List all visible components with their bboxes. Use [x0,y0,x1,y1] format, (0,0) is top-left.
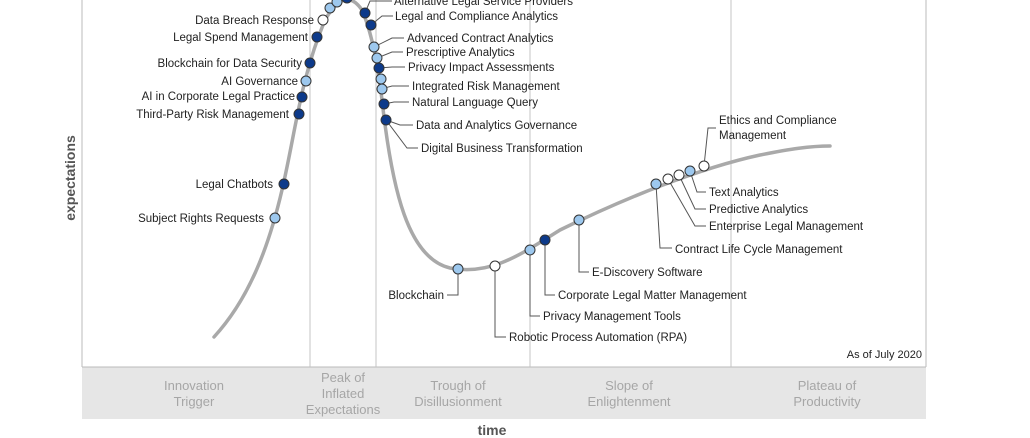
marker-enterprise-legal-management[interactable] [662,173,674,185]
leader-line [385,119,418,149]
marker-privacy-impact-assessments[interactable] [373,62,385,74]
phase-peak-line3: Expectations [306,402,381,417]
label-natural-language-query: Natural Language Query [412,97,538,109]
label-ai-governance: AI Governance [221,76,298,88]
marker-data-breach-response[interactable] [317,14,329,26]
marker-text-analytics[interactable] [684,165,696,177]
label-digital-business-transformation: Digital Business Transformation [421,143,583,155]
leader-line [689,170,706,193]
phase-band [82,367,926,419]
hype-curve [212,0,832,339]
leader-line [667,178,706,227]
label-privacy-impact-assessments: Privacy Impact Assessments [408,62,555,74]
leader-line [544,240,555,296]
label-ai-in-corporate-legal-practice: AI in Corporate Legal Practice [142,91,295,103]
label-e-discovery-software: E-Discovery Software [592,267,703,279]
leader-line [529,250,540,317]
marker-blockchain-for-data-security[interactable] [304,57,316,69]
label-legal-spend-management: Legal Spend Management [173,32,309,44]
phase-peak-line2: Inflated [322,386,365,401]
phase-peak-line1: Peak of [321,370,365,385]
label-contract-life-cycle-management: Contract Life Cycle Management [675,244,843,256]
label-third-party-risk-management: Third-Party Risk Management [136,109,290,121]
marker-subject-rights-requests[interactable] [269,212,281,224]
marker-legal-chatbots[interactable] [278,178,290,190]
marker-prescriptive-analytics[interactable] [371,52,383,64]
marker-third-party-risk-management[interactable] [293,108,305,120]
marker-blockchain[interactable] [452,263,464,275]
label-ethics-and-compliance: Ethics and Compliance [719,115,837,127]
phase-slope-line2: Enlightenment [587,394,670,409]
leader-line [578,220,589,273]
as-of-date: As of July 2020 [847,349,922,361]
label-blockchain: Blockchain [388,290,444,302]
label-subject-rights-requests: Subject Rights Requests [138,213,264,225]
phase-slope-line1: Slope of [605,378,653,393]
label-text-analytics: Text Analytics [709,187,779,199]
y-axis-label: expectations [62,135,78,221]
label-privacy-management-tools: Privacy Management Tools [543,311,681,323]
leader-line [678,174,706,210]
label-alternative-legal-service-providers: Alternative Legal Service Providers [394,0,573,8]
phase-innovation-trigger-line1: Innovation [164,378,224,393]
marker-advanced-contract-analytics[interactable] [368,41,380,53]
phase-plateau-line1: Plateau of [798,378,857,393]
label-robotic-process-automation: Robotic Process Automation (RPA) [509,332,687,344]
label-prescriptive-analytics: Prescriptive Analytics [406,47,515,59]
marker-ai-in-corporate-legal-practice[interactable] [296,91,308,103]
label-enterprise-legal-management: Enterprise Legal Management [709,221,864,233]
leader-line [373,37,404,48]
leader-line [703,127,716,167]
label-legal-chatbots: Legal Chatbots [196,179,274,191]
marker-contract-life-cycle-management[interactable] [650,178,662,190]
label-legal-and-compliance-analytics: Legal and Compliance Analytics [395,11,558,23]
label-data-and-analytics-governance: Data and Analytics Governance [416,120,577,132]
phase-innovation-trigger-line2: Trigger [174,394,215,409]
marker-ai-governance[interactable] [300,75,312,87]
marker-e-discovery-software[interactable] [573,214,585,226]
label-ethics-and-compliance-line2: Management [719,130,787,142]
marker-peak-1[interactable] [324,2,336,14]
marker-robotic-process-automation[interactable] [489,260,501,272]
marker-peak-3[interactable] [341,0,353,4]
marker-alternative-legal-service-providers[interactable] [359,7,371,19]
label-data-breach-response: Data Breach Response [195,15,314,27]
marker-data-and-analytics-governance[interactable] [380,114,392,126]
marker-legal-and-compliance-analytics[interactable] [365,19,377,31]
leader-line [655,183,672,249]
marker-peak-2[interactable] [331,0,343,8]
technology-markers [269,0,710,275]
label-corporate-legal-matter-management: Corporate Legal Matter Management [558,290,747,302]
marker-privacy-management-tools[interactable] [524,244,536,256]
phase-trough-line2: Disillusionment [414,394,502,409]
marker-integrated-risk-management-2[interactable] [376,83,388,95]
phase-plateau-line2: Productivity [793,394,861,409]
label-integrated-risk-management: Integrated Risk Management [412,81,560,93]
marker-ethics-and-compliance-management[interactable] [698,160,710,172]
phase-trough-line1: Trough of [430,378,486,393]
label-predictive-analytics: Predictive Analytics [709,204,808,216]
label-advanced-contract-analytics: Advanced Contract Analytics [407,33,554,45]
x-axis-label: time [478,422,507,438]
marker-legal-spend-management[interactable] [311,31,323,43]
label-blockchain-for-data-security: Blockchain for Data Security [158,58,303,70]
marker-predictive-analytics[interactable] [673,169,685,181]
marker-integrated-risk-management[interactable] [375,73,387,85]
marker-natural-language-query[interactable] [378,98,390,110]
marker-corporate-legal-matter-management[interactable] [539,234,551,246]
leader-line [494,266,506,338]
leader-line [447,269,459,296]
